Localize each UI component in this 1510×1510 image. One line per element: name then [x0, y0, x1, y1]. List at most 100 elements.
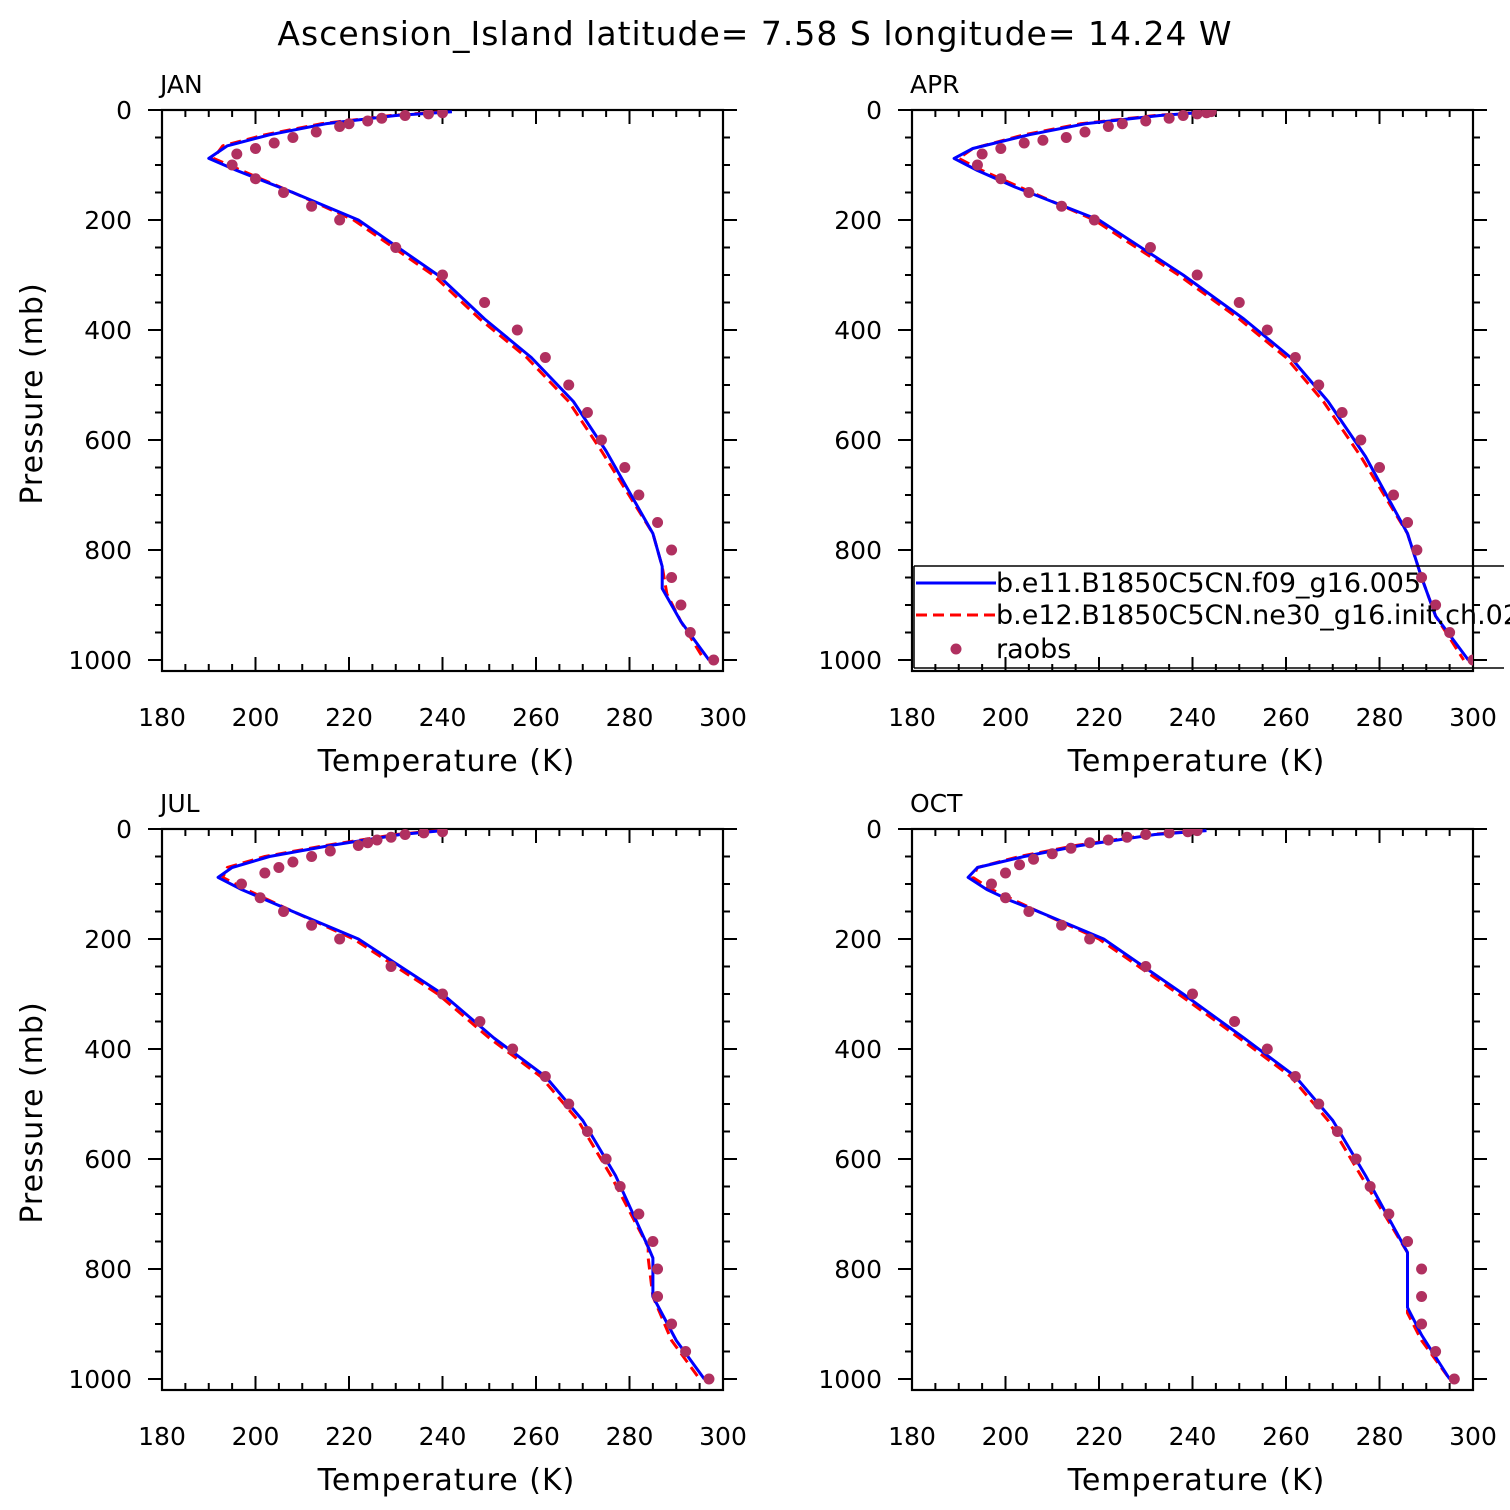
raobs-point: [1261, 1043, 1273, 1055]
x-tick-label: 240: [1169, 703, 1217, 732]
raobs-point: [1374, 462, 1385, 473]
raobs-point: [250, 143, 261, 154]
raobs-point: [666, 544, 678, 556]
raobs-point: [1187, 988, 1198, 1000]
y-tick-label: 1000: [68, 646, 132, 675]
x-axis-label: Temperature (K): [1067, 1463, 1326, 1498]
raobs-point: [1121, 831, 1133, 843]
raobs-point: [1000, 867, 1011, 879]
legend-entry-label: b.e11.B1850C5CN.f09_g16.005: [996, 568, 1421, 599]
raobs-point: [1163, 829, 1175, 839]
y-tick-label: 1000: [818, 646, 882, 675]
raobs-point: [1065, 842, 1077, 854]
y-axis-label: Pressure (mb): [15, 1001, 50, 1223]
raobs-point: [385, 961, 397, 972]
raobs-point: [1000, 892, 1011, 904]
raobs-point: [334, 933, 346, 945]
plot-frame: [910, 827, 1475, 1392]
raobs-point: [306, 851, 318, 862]
x-tick-label: 200: [982, 703, 1030, 732]
raobs-point: [1079, 126, 1091, 138]
x-tick-label: 180: [138, 1422, 186, 1451]
x-tick-label: 300: [699, 703, 747, 732]
raobs-point: [437, 110, 448, 119]
raobs-point: [680, 1346, 692, 1357]
y-tick-label: 800: [834, 1255, 882, 1284]
raobs-point: [1448, 1373, 1460, 1385]
raobs-point: [1261, 324, 1273, 336]
series-line-solid: [966, 829, 1451, 1380]
raobs-point: [1084, 837, 1096, 849]
raobs-point: [1140, 115, 1152, 127]
x-tick-label: 260: [512, 703, 560, 732]
raobs-point: [1088, 214, 1100, 226]
raobs-point: [1402, 1236, 1414, 1247]
raobs-point: [334, 214, 346, 226]
panel-oct: 180 200 220 240 260 280 300 0 200 400 600 800 1000 OC…: [818, 789, 1496, 1498]
y-tick-label: 400: [84, 1035, 132, 1064]
y-tick-label: 200: [84, 925, 132, 954]
raobs-point: [1313, 379, 1325, 391]
series-line-solid: [952, 110, 1470, 661]
raobs-point: [343, 118, 355, 130]
raobs-point: [595, 434, 607, 446]
x-tick-label: 220: [325, 1422, 373, 1451]
raobs-point: [334, 121, 346, 132]
y-tick-label: 600: [84, 1145, 132, 1174]
raobs-point: [371, 834, 383, 846]
y-tick-label: 200: [834, 206, 882, 235]
raobs-point: [287, 132, 299, 143]
raobs-point: [647, 1236, 659, 1247]
raobs-point: [1144, 242, 1156, 253]
raobs-point: [1084, 933, 1096, 945]
raobs-point: [675, 599, 687, 611]
panels: 180 200 220 240 260 280 300 0 200 400 600 800 1000 JA…: [15, 70, 1510, 1498]
panel-month-label: JAN: [158, 70, 203, 99]
series-line-solid: [216, 829, 706, 1380]
raobs-point: [1028, 853, 1040, 865]
raobs-point: [437, 829, 448, 838]
raobs-point: [385, 831, 397, 843]
raobs-point: [399, 829, 411, 840]
raobs-point: [511, 324, 523, 336]
raobs-point: [581, 1126, 593, 1137]
raobs-point: [1102, 834, 1114, 846]
raobs-point: [226, 159, 238, 171]
raobs-point: [474, 1016, 486, 1027]
series-group: [966, 829, 1460, 1385]
series-line-dashed: [971, 829, 1451, 1380]
x-tick-label: 260: [1262, 703, 1310, 732]
raobs-point: [1444, 627, 1456, 638]
raobs-point: [1388, 489, 1400, 501]
legend-marker-raobs: [950, 643, 962, 655]
raobs-point: [1201, 110, 1213, 119]
plot-frame: [160, 827, 725, 1392]
y-tick-label: 0: [116, 96, 132, 125]
raobs-point: [231, 148, 243, 160]
raobs-point: [1289, 1071, 1301, 1082]
figure-title: Ascension_Island latitude= 7.58 S longit…: [277, 14, 1232, 53]
raobs-point: [652, 1263, 664, 1275]
raobs-point: [1416, 1263, 1428, 1275]
raobs-point: [376, 112, 388, 124]
panel-month-label: JUL: [158, 789, 200, 818]
y-tick-label: 400: [834, 1035, 882, 1064]
raobs-point: [1331, 1126, 1343, 1137]
raobs-point: [1191, 829, 1203, 837]
raobs-point: [390, 242, 402, 253]
y-tick-label: 1000: [68, 1365, 132, 1394]
raobs-point: [310, 126, 322, 138]
raobs-point: [1467, 654, 1473, 666]
raobs-point: [1355, 434, 1367, 446]
y-tick-label: 400: [84, 316, 132, 345]
y-tick-label: 600: [834, 426, 882, 455]
raobs-point: [1229, 1016, 1241, 1027]
y-tick-label: 1000: [818, 1365, 882, 1394]
y-tick-label: 0: [116, 815, 132, 844]
raobs-point: [1313, 1098, 1325, 1110]
x-tick-label: 260: [1262, 1422, 1310, 1451]
raobs-point: [1182, 829, 1194, 838]
raobs-point: [614, 1181, 626, 1192]
panel-jan: 180 200 220 240 260 280 300 0 200 400 600 800 1000 JA…: [15, 70, 747, 779]
